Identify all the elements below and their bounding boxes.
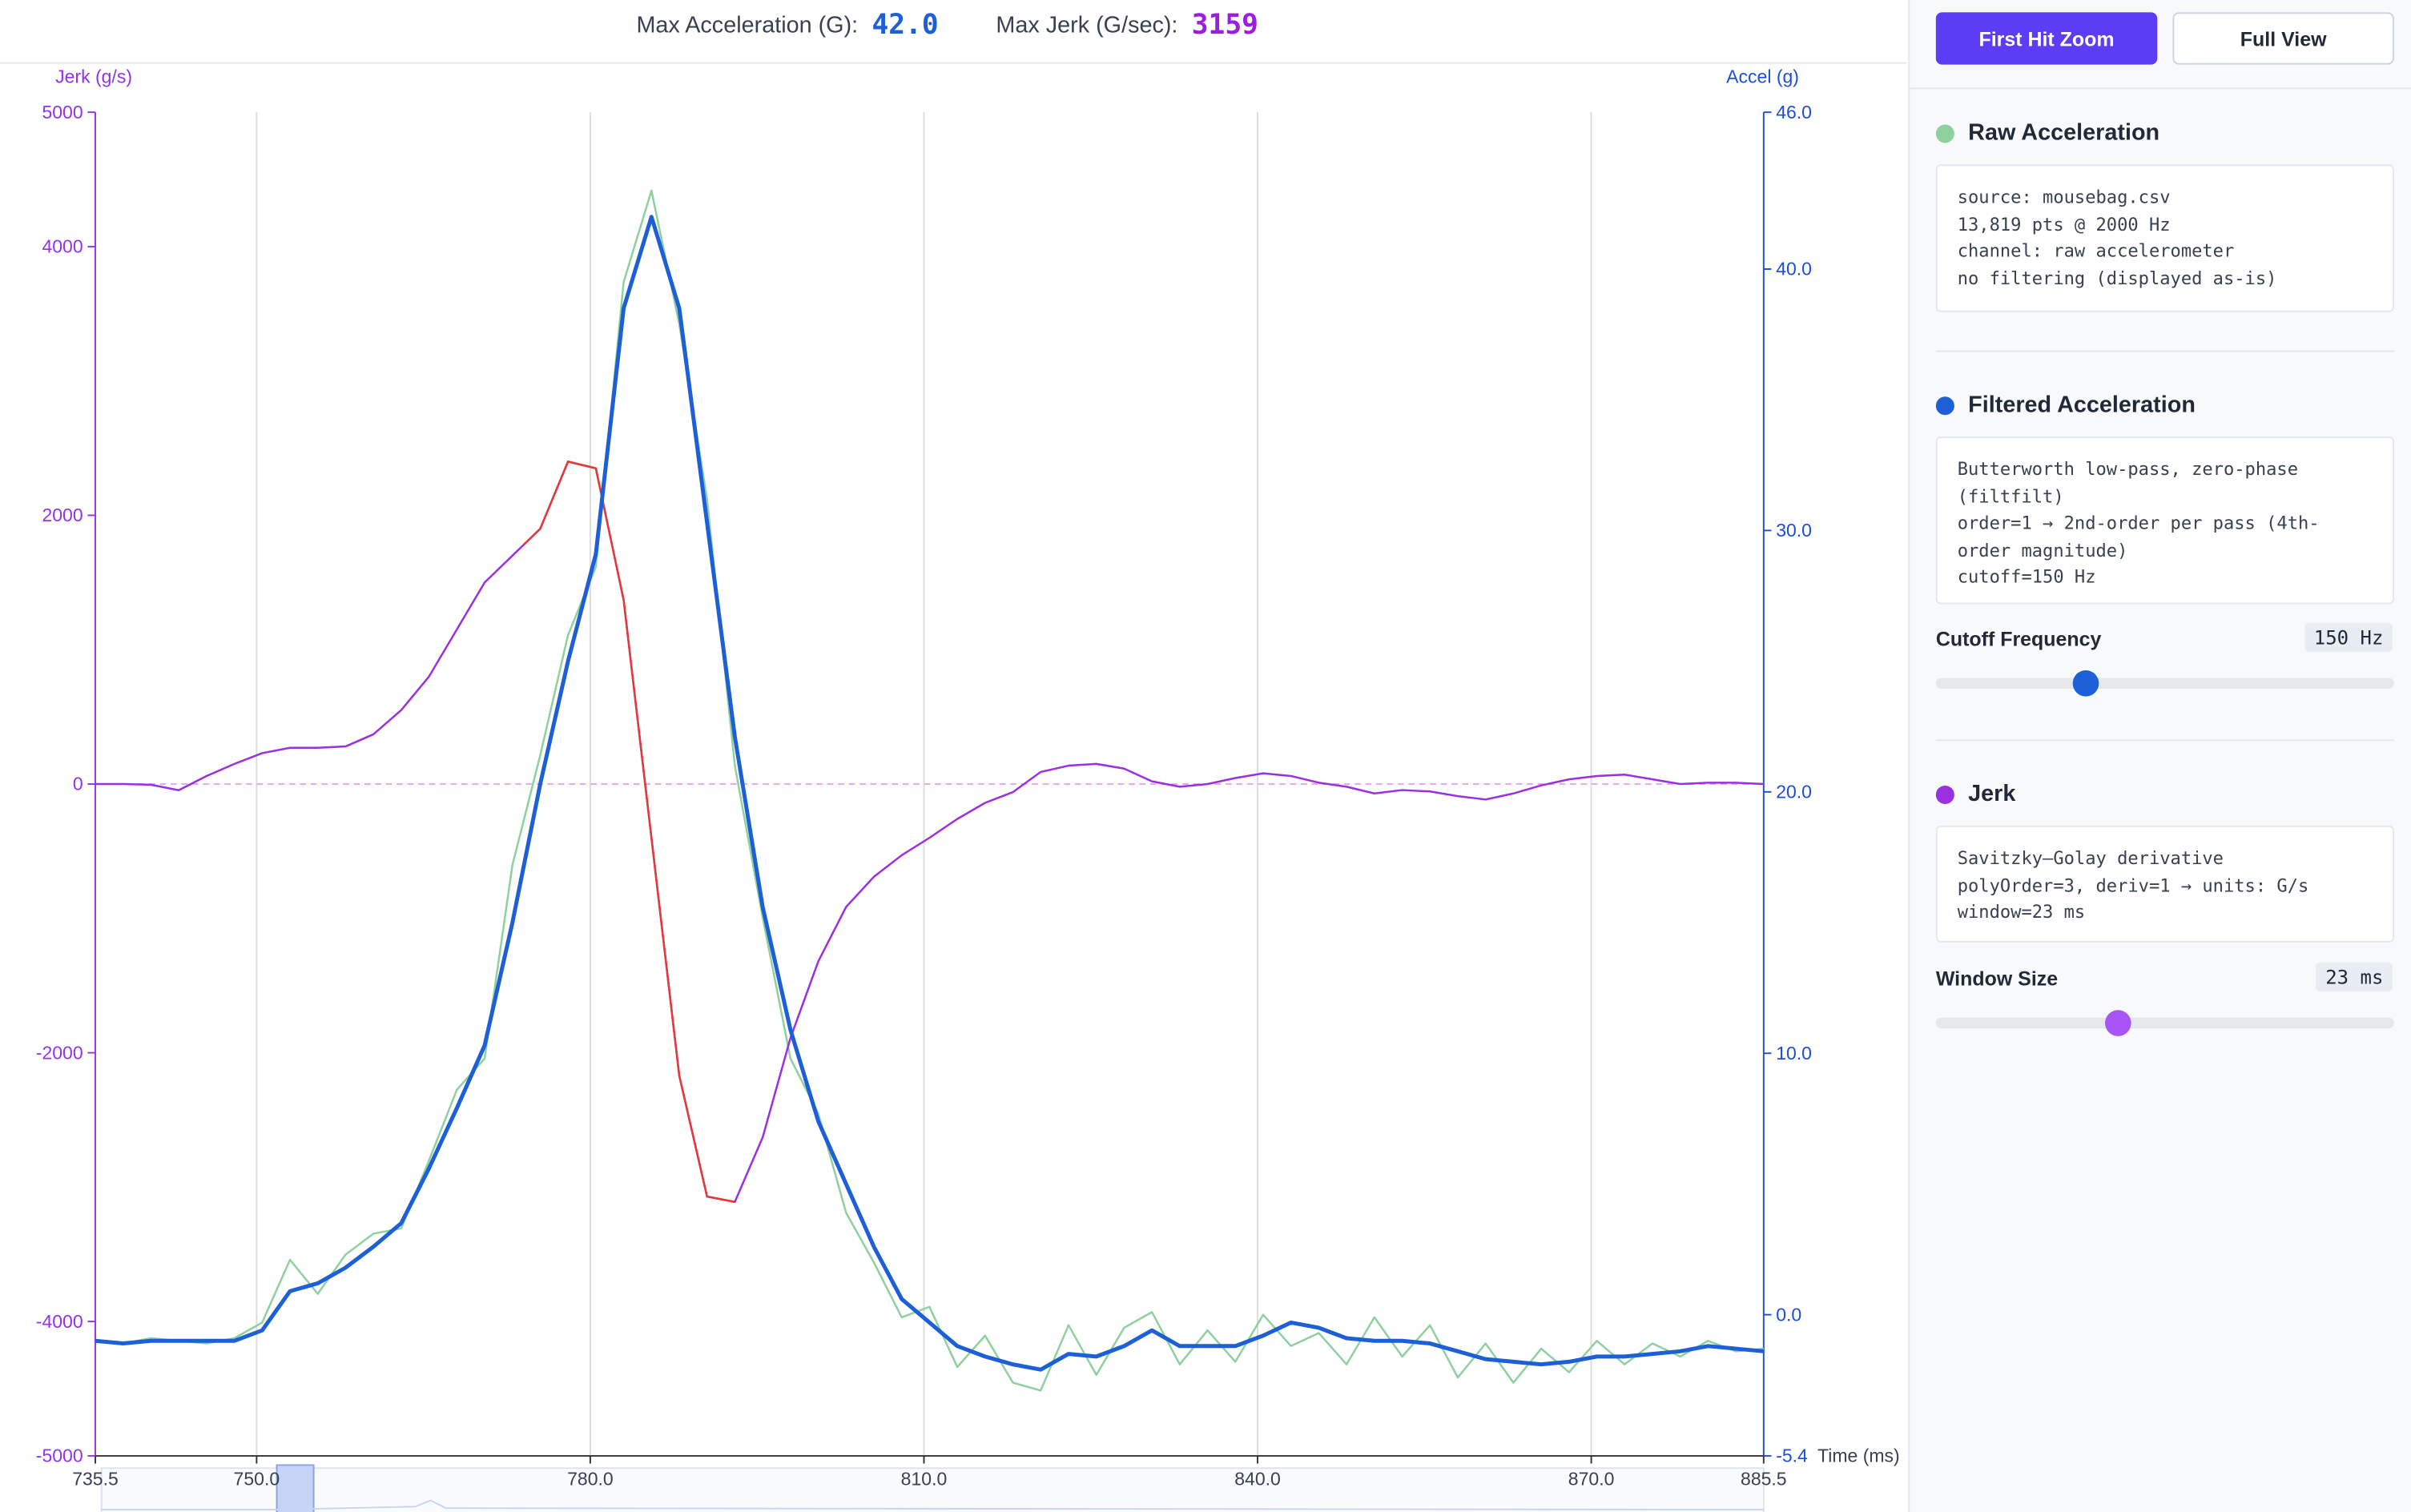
max-accel-label: Max Acceleration (G): — [636, 12, 858, 38]
slider-thumb[interactable] — [2104, 1010, 2131, 1036]
x-axis-label: Time (ms) — [1817, 1446, 1900, 1466]
legend-label: Raw Acceleration — [1968, 119, 2160, 147]
series-line — [95, 189, 1764, 1392]
divider — [1935, 739, 2394, 742]
control-value: 23 ms — [2316, 962, 2393, 992]
y-tick-label: 2000 — [42, 505, 83, 525]
control-label: Window Size — [1935, 967, 2059, 991]
info-box: Savitzky–Golay derivative polyOrder=3, de… — [1935, 825, 2394, 943]
y2-tick-label: 0.0 — [1776, 1304, 1801, 1325]
info-line: window=23 ms — [1957, 900, 2086, 923]
y2-tick-label: 30.0 — [1776, 520, 1812, 541]
legend-label: Jerk — [1968, 781, 2016, 807]
navigator-brush[interactable] — [276, 1464, 315, 1512]
y2-tick-label: 10.0 — [1776, 1043, 1812, 1064]
full-view-button[interactable]: Full View — [2172, 12, 2394, 65]
info-line: channel: raw accelerometer — [1957, 239, 2235, 262]
info-line: Savitzky–Golay derivative — [1957, 846, 2224, 869]
y2-axis-label: Accel (g) — [1726, 66, 1799, 87]
y2-tick-label: -5.4 — [1776, 1446, 1808, 1466]
max-jerk-label: Max Jerk (G/sec): — [996, 12, 1177, 38]
y-tick-label: 4000 — [42, 236, 83, 257]
slider[interactable] — [1935, 670, 2394, 697]
navigator-line — [101, 1499, 1764, 1511]
max-jerk-value: 3159 — [1192, 9, 1258, 41]
y-tick-label: 0 — [73, 774, 83, 794]
y2-tick-label: 20.0 — [1776, 781, 1812, 802]
info-line: order=1 → 2nd-order per pass (4th-order … — [1957, 512, 2320, 561]
divider — [1935, 350, 2394, 352]
section-title: Raw Acceleration — [1935, 119, 2160, 147]
y2-tick-label: 40.0 — [1776, 259, 1812, 279]
info-box: Butterworth low-pass, zero-phase (filtfi… — [1935, 436, 2394, 605]
max-accel-value: 42.0 — [871, 9, 938, 41]
x-tick-label: 750.0 — [234, 1468, 280, 1489]
first-hit-zoom-button[interactable]: First Hit Zoom — [1935, 12, 2158, 65]
legend-dot — [1935, 396, 1954, 415]
slider[interactable] — [1935, 1010, 2394, 1036]
x-tick-label: 810.0 — [901, 1468, 948, 1489]
info-line: polyOrder=3, deriv=1 → units: G/s — [1957, 874, 2309, 896]
y-tick-label: -2000 — [36, 1042, 83, 1063]
section-title: Jerk — [1935, 781, 2016, 807]
y2-tick-label: 46.0 — [1776, 102, 1812, 123]
y-axis-label: Jerk (g/s) — [55, 66, 132, 87]
control-value: 150 Hz — [2304, 622, 2393, 652]
x-tick-label: 735.5 — [72, 1468, 119, 1489]
x-tick-label: 870.0 — [1568, 1468, 1615, 1489]
chart: Max Acceleration (G): 42.0 Max Jerk (G/s… — [0, 9, 1907, 1512]
y-tick-label: 5000 — [42, 102, 83, 123]
x-tick-label: 840.0 — [1234, 1468, 1281, 1489]
series-highlight — [523, 460, 735, 1204]
series-line — [95, 215, 1765, 1372]
info-line: Butterworth low-pass, zero-phase (filtfi… — [1957, 458, 2299, 507]
x-tick-label: 885.5 — [1741, 1468, 1787, 1489]
navigator — [100, 1464, 1765, 1512]
info-line: source: mousebag.csv — [1957, 186, 2171, 208]
info-line: cutoff=150 Hz — [1957, 565, 2096, 588]
info-line: 13,819 pts @ 2000 Hz — [1957, 212, 2171, 235]
y-tick-label: -4000 — [36, 1311, 83, 1332]
control-panel: First Hit Zoom Full View Raw Acceleratio… — [1908, 0, 2411, 1512]
legend-dot — [1935, 123, 1954, 143]
legend-label: Filtered Acceleration — [1968, 392, 2196, 419]
info-line: no filtering (displayed as-is) — [1957, 267, 2277, 288]
navigator-track — [100, 1467, 1765, 1512]
divider — [1910, 87, 2411, 90]
x-tick-label: 780.0 — [567, 1468, 614, 1489]
y-tick-label: -5000 — [36, 1446, 83, 1466]
series-line — [95, 460, 1764, 1204]
info-box: source: mousebag.csv 13,819 pts @ 2000 Hz… — [1935, 164, 2394, 312]
slider-thumb[interactable] — [2072, 670, 2099, 697]
section-title: Filtered Acceleration — [1935, 392, 2196, 419]
legend-dot — [1935, 784, 1954, 804]
control-label: Cutoff Frequency — [1935, 627, 2102, 651]
